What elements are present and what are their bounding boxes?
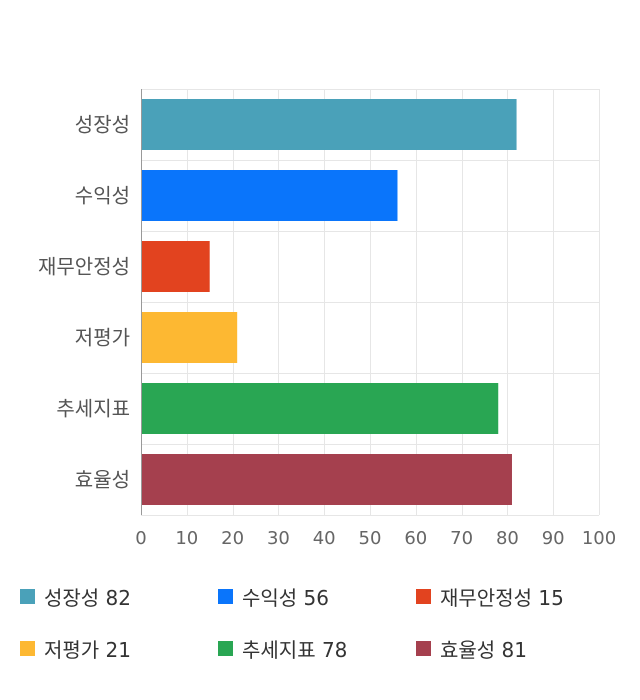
legend-item[interactable]: 효율성 81	[416, 636, 620, 662]
x-tick-label: 10	[175, 528, 198, 549]
category-label: 추세지표	[56, 397, 130, 421]
category-label: 효율성	[75, 468, 130, 492]
x-tick-label: 70	[450, 528, 473, 549]
x-tick-label: 20	[221, 528, 244, 549]
legend-label: 성장성 82	[44, 585, 132, 610]
legend-item[interactable]: 저평가 21	[20, 636, 218, 662]
category-label: 성장성	[75, 113, 130, 137]
legend-label: 수익성 56	[242, 585, 330, 610]
x-tick-label: 30	[267, 528, 290, 549]
bar	[142, 99, 517, 150]
legend-label: 효율성 81	[440, 637, 528, 662]
legend-item[interactable]: 수익성 56	[218, 584, 416, 610]
bar	[142, 312, 238, 363]
legend-swatch	[218, 640, 233, 656]
x-tick-label: 100	[582, 528, 616, 549]
grid-lines	[141, 89, 600, 516]
bar	[142, 383, 499, 434]
legend-swatch	[416, 588, 431, 604]
x-tick-label: 40	[313, 528, 336, 549]
bar	[142, 241, 210, 292]
bars	[142, 99, 517, 505]
bar	[142, 170, 398, 221]
legend-swatch	[20, 588, 35, 604]
x-tick-label: 0	[135, 528, 146, 549]
category-label: 수익성	[75, 184, 130, 208]
legend-label: 재무안정성 15	[440, 585, 564, 610]
x-tick-label: 50	[359, 528, 382, 549]
bar	[142, 454, 512, 505]
x-tick-label: 60	[404, 528, 427, 549]
legend: 성장성 82 수익성 56 재무안정성 15 저평가 21 추세지표 78 효율…	[20, 584, 620, 662]
legend-label: 추세지표 78	[242, 637, 348, 662]
x-tick-label: 80	[496, 528, 519, 549]
legend-swatch	[218, 588, 233, 604]
category-label: 저평가	[75, 326, 130, 350]
legend-item[interactable]: 추세지표 78	[218, 636, 416, 662]
legend-swatch	[416, 640, 431, 656]
legend-item[interactable]: 재무안정성 15	[416, 584, 620, 610]
legend-item[interactable]: 성장성 82	[20, 584, 218, 610]
legend-label: 저평가 21	[44, 637, 132, 662]
x-tick-labels: 0 10 20 30 40 50 60 70 80 90 100	[135, 528, 616, 549]
category-label: 재무안정성	[38, 255, 130, 279]
x-tick-label: 90	[542, 528, 565, 549]
legend-swatch	[20, 640, 35, 656]
